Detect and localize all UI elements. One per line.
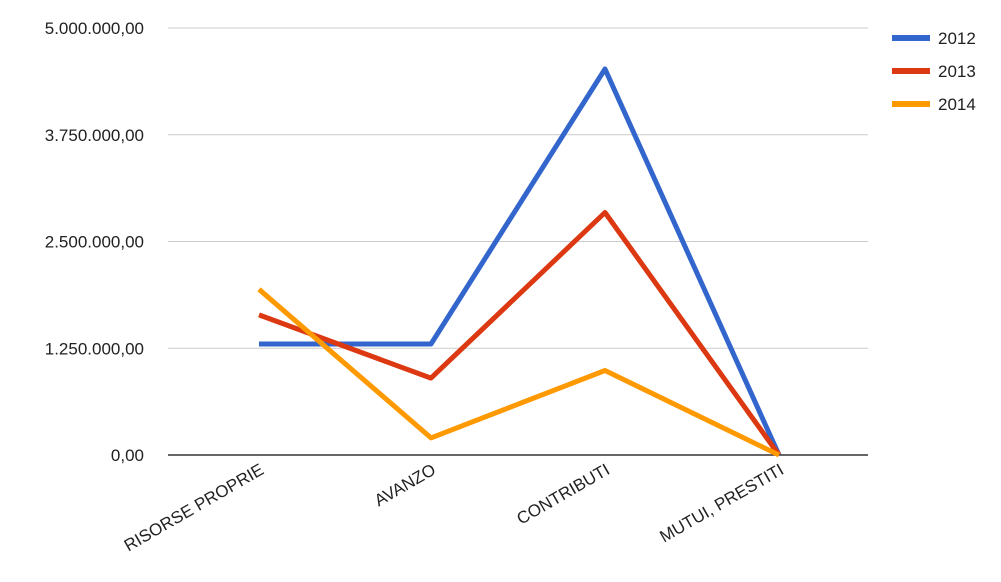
series-lines: [257, 66, 782, 458]
y-tick-label: 1.250.000,00: [45, 339, 144, 358]
x-category-label: CONTRIBUTI: [514, 460, 613, 528]
legend-label-2013: 2013: [938, 62, 976, 81]
series-line-2014: [257, 287, 781, 458]
y-axis-tick-labels: 0,00 1.250.000,00 2.500.000,00 3.750.000,00…: [45, 19, 144, 465]
x-category-label: MUTUI, PRESTITI: [656, 460, 787, 546]
x-axis-category-labels: RISORSE PROPRIE AVANZO CONTRIBUTI MUTUI, PR…: [121, 460, 787, 555]
y-tick-label: 3.750.000,00: [45, 126, 144, 145]
gridlines: [168, 27, 868, 456]
y-tick-label: 0,00: [111, 446, 144, 465]
x-category-label: AVANZO: [371, 460, 439, 510]
y-tick-label: 2.500.000,00: [45, 233, 144, 252]
legend-label-2012: 2012: [938, 29, 976, 48]
series-line-2013: [258, 210, 782, 457]
legend-label-2014: 2014: [938, 95, 976, 114]
legend: 2012 2013 2014: [892, 29, 976, 114]
x-category-label: RISORSE PROPRIE: [121, 460, 267, 555]
y-tick-label: 5.000.000,00: [45, 19, 144, 38]
series-line-2012: [259, 66, 782, 457]
